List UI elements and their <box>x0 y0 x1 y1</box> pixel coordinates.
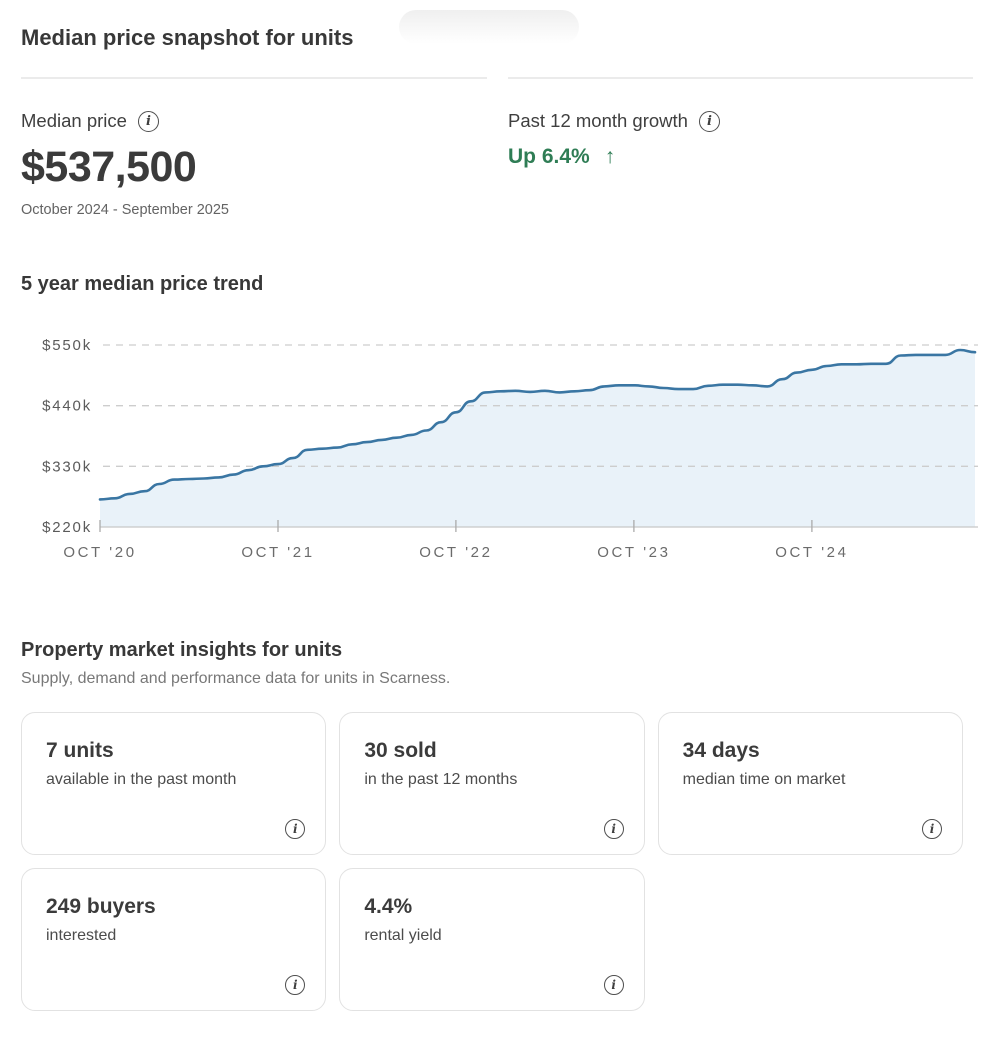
svg-text:OCT '22: OCT '22 <box>419 544 492 561</box>
card-value: 34 days <box>682 739 760 762</box>
svg-text:OCT '23: OCT '23 <box>597 544 670 561</box>
svg-text:$220k: $220k <box>42 519 92 536</box>
page-title: Median price snapshot for units <box>21 25 354 50</box>
card-label: interested <box>46 927 117 944</box>
growth-column: Past 12 month growth i Up 6.4% ↑ <box>508 77 973 219</box>
median-price-period: October 2024 - September 2025 <box>21 202 229 218</box>
svg-text:OCT '20: OCT '20 <box>63 544 136 561</box>
card-value: 249 buyers <box>46 895 156 918</box>
insight-card-sold: 30 sold in the past 12 months i <box>339 712 645 855</box>
card-label: median time on market <box>682 771 846 788</box>
insights-subtitle: Supply, demand and performance data for … <box>21 670 451 687</box>
svg-text:$330k: $330k <box>42 458 92 475</box>
insight-card-rental-yield: 4.4% rental yield i <box>339 868 645 1011</box>
svg-text:OCT '21: OCT '21 <box>241 544 314 561</box>
info-icon[interactable]: i <box>137 110 159 132</box>
median-price-column: Median price i $537,500 October 2024 - S… <box>21 77 487 219</box>
growth-amount: Up 6.4% <box>508 145 590 168</box>
growth-value: Up 6.4% ↑ <box>508 145 973 169</box>
info-icon[interactable]: i <box>285 819 306 839</box>
snapshot-section: Median price i $537,500 October 2024 - S… <box>21 77 973 219</box>
insights-title: Property market insights for units <box>21 639 343 661</box>
card-value: 7 units <box>46 739 114 762</box>
svg-text:OCT '24: OCT '24 <box>775 544 848 561</box>
card-label: rental yield <box>364 927 442 944</box>
svg-text:$440k: $440k <box>42 398 92 415</box>
price-trend-chart[interactable]: $550k $440k $330k $220k OCT '20 OCT '21 OCT '2… <box>0 329 984 569</box>
growth-label: Past 12 month growth <box>508 110 688 131</box>
info-icon[interactable]: i <box>603 819 624 839</box>
trend-title: 5 year median price trend <box>21 273 264 295</box>
card-label: in the past 12 months <box>364 771 518 788</box>
median-price-label: Median price <box>21 110 127 131</box>
insight-card-buyers: 249 buyers interested i <box>21 868 327 1011</box>
info-icon[interactable]: i <box>603 975 624 995</box>
info-icon[interactable]: i <box>698 110 720 132</box>
up-arrow-icon: ↑ <box>604 145 616 168</box>
svg-text:$550k: $550k <box>42 337 92 354</box>
top-pill-decoration <box>399 10 579 44</box>
info-icon[interactable]: i <box>922 819 942 839</box>
card-label: available in the past month <box>46 771 237 788</box>
insight-card-available: 7 units available in the past month i <box>21 712 327 855</box>
card-value: 4.4% <box>364 895 413 918</box>
insight-card-time-on-market: 34 days median time on market i <box>657 712 963 855</box>
info-icon[interactable]: i <box>285 975 306 995</box>
card-value: 30 sold <box>364 739 437 762</box>
median-price-value: $537,500 <box>21 143 197 191</box>
insight-cards: 7 units available in the past month i 30… <box>21 712 963 1011</box>
